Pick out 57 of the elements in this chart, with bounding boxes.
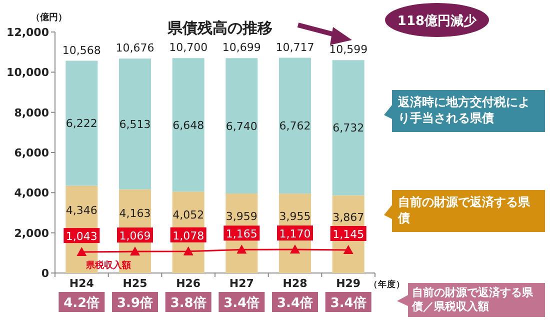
data-label: 3,959	[226, 210, 258, 223]
data-label: 1,170	[279, 228, 311, 241]
y-tick-label: 12,000	[6, 26, 50, 39]
text: 3.4倍	[224, 295, 260, 311]
data-label: 6,648	[172, 118, 204, 132]
data-label: 1,145	[332, 228, 364, 242]
bar	[119, 58, 151, 190]
x-tick-label: H29	[336, 277, 361, 290]
text: 3.8倍	[170, 295, 206, 311]
text: 3.4倍	[276, 295, 314, 311]
chart-title: 県債残高の推移	[166, 19, 272, 37]
y-tick-label: 2,000	[14, 226, 50, 240]
text: 4.2倍	[64, 295, 100, 311]
total-label: 10,699	[222, 41, 261, 54]
text: 自前の財源で返済する県債／県税収入額	[408, 283, 545, 317]
data-label: 6,513	[119, 118, 151, 131]
total-label: 10,676	[116, 42, 154, 55]
data-label: 4,346	[66, 204, 98, 218]
bar	[226, 58, 258, 194]
bar	[66, 60, 98, 186]
data-label: 6,732	[332, 122, 364, 135]
text: 3.9倍	[116, 295, 154, 311]
total-label: 10,717	[276, 40, 314, 54]
series-label: 県税収入額	[84, 260, 131, 272]
data-label: 4,163	[119, 206, 151, 220]
x-tick-label: H24	[69, 277, 94, 290]
data-label: 1,043	[66, 230, 98, 244]
data-label: 1,165	[226, 228, 258, 241]
data-label: 4,052	[172, 208, 204, 222]
bar	[279, 58, 311, 194]
y-axis-title: （億円）	[31, 12, 67, 23]
data-label: 3,867	[332, 211, 364, 224]
text: 返済時に地方交付税により手当される県債	[392, 90, 545, 130]
text: 118億円減少	[397, 13, 478, 29]
text: 3.4倍	[330, 295, 366, 311]
y-tick-label: 4,000	[14, 186, 50, 200]
total-label: 10,568	[62, 44, 101, 57]
data-label: 1,078	[172, 229, 204, 242]
y-tick-label: 0	[41, 267, 50, 280]
x-tick-label: H28	[282, 277, 308, 290]
total-label: 10,700	[169, 41, 208, 54]
data-label: 6,740	[226, 120, 258, 133]
y-tick-label: 6,000	[14, 146, 50, 160]
data-label: 6,762	[279, 120, 311, 133]
text: 自前の財源で返済する県債	[392, 190, 545, 230]
data-label: 6,222	[66, 117, 98, 130]
x-tick-label: H26	[176, 277, 201, 290]
data-label: 1,069	[119, 230, 151, 243]
x-axis-title: （年度）	[369, 279, 405, 290]
y-tick-label: 8,000	[14, 106, 50, 120]
total-label: 10,599	[329, 43, 368, 56]
bar	[172, 58, 204, 192]
x-tick-label: H27	[229, 277, 254, 290]
data-label: 3,955	[279, 210, 311, 223]
y-tick-label: 10,000	[6, 66, 50, 80]
x-tick-label: H25	[122, 277, 148, 290]
bar	[332, 60, 364, 196]
